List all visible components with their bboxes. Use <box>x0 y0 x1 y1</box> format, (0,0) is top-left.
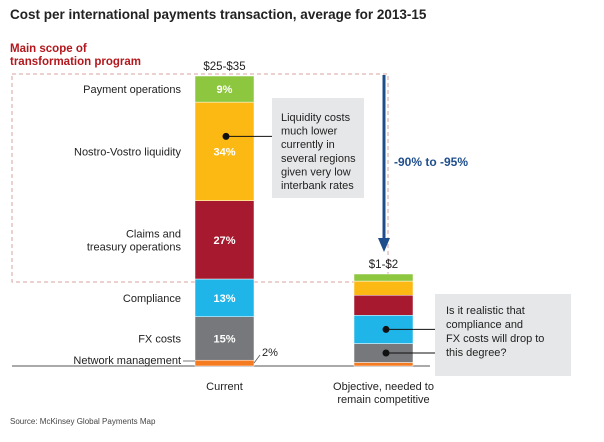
value-label-connector-network-management <box>253 354 261 364</box>
series-label-claims-and-treasury-operations-line-2: treasury operations <box>87 241 182 253</box>
reduction-label: -90% to -95% <box>394 155 468 169</box>
scope-label-line-2: transformation program <box>10 56 141 68</box>
callout-liquidity-line-4: several regions <box>281 153 356 165</box>
value-label-payment-operations: 9% <box>217 84 233 96</box>
series-label-fx-costs: FX costs <box>138 333 181 345</box>
value-label-claims-and-treasury-operations: 27% <box>213 235 235 247</box>
value-label-compliance: 13% <box>213 293 235 305</box>
callout-liquidity-box <box>272 98 364 198</box>
series-label-nostro-vostro-liquidity: Nostro-Vostro liquidity <box>74 146 181 158</box>
callout-liquidity-line-1: Liquidity costs <box>281 112 351 124</box>
series-label-network-management: Network management <box>73 355 181 367</box>
bar-objective-segment-claims-and-treasury-operations <box>353 294 414 316</box>
bar-current-segment-payment-operations <box>194 75 255 103</box>
value-label-nostro-vostro-liquidity: 34% <box>213 146 235 158</box>
series-label-claims-and-treasury-operations-line-1: Claims and <box>126 228 181 240</box>
value-label-network-management: 2% <box>262 347 278 359</box>
category-label-objective-line-1: Objective, needed to <box>333 381 434 393</box>
chart-title: Cost per international payments transact… <box>10 7 427 22</box>
callout-liquidity-line-5: given very low <box>281 166 351 178</box>
bar-current-segment-nostro-vostro-liquidity <box>194 101 255 201</box>
callout-realistic-line-4: this degree? <box>446 347 507 359</box>
callout-liquidity-line-2: much lower <box>281 126 338 138</box>
category-label-current: Current <box>206 381 243 393</box>
callout-realistic-line-2: compliance and <box>446 319 523 331</box>
source-note: Source: McKinsey Global Payments Map <box>10 417 156 426</box>
scope-label: Main scope of transformation program <box>10 43 141 69</box>
callout-realistic-line-1: Is it realistic that <box>446 305 525 317</box>
bar-total-label-current: $25-$35 <box>203 61 245 73</box>
bar-current-segment-compliance <box>194 278 255 317</box>
callout-realistic-box <box>435 294 571 376</box>
bar-objective-segment-network-management <box>353 362 414 367</box>
series-label-payment-operations: Payment operations <box>83 84 181 96</box>
callout-liquidity-line-3: currently in <box>281 139 335 151</box>
bar-current-segment-fx-costs <box>194 316 255 361</box>
scope-label-line-1: Main scope of <box>10 43 87 55</box>
bar-objective-segment-nostro-vostro-liquidity <box>353 280 414 296</box>
callout-realistic-line-3: FX costs will drop to <box>446 333 544 345</box>
value-label-fx-costs: 15% <box>213 333 235 345</box>
bar-total-label-objective: $1-$2 <box>369 259 398 271</box>
series-label-compliance: Compliance <box>123 293 181 305</box>
bar-objective-segment-payment-operations <box>353 273 414 282</box>
bar-current-segment-network-management <box>194 359 255 367</box>
category-label-objective-line-2: remain competitive <box>337 394 429 406</box>
callout-liquidity-line-6: interbank rates <box>281 180 354 192</box>
bar-current-segment-claims-and-treasury-operations <box>194 200 255 280</box>
reduction-arrow-head <box>378 238 390 252</box>
